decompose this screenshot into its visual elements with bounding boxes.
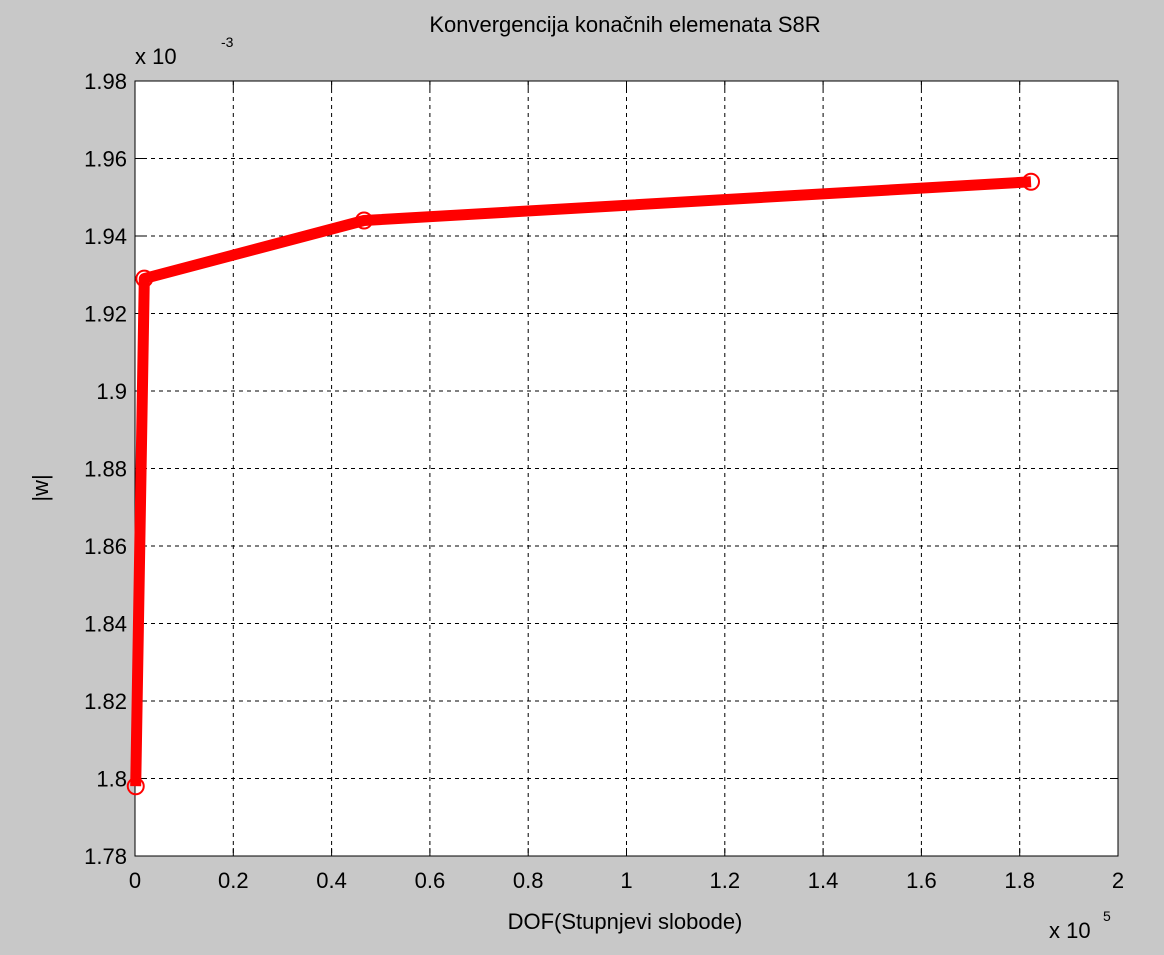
x-tick-label: 0.2 (218, 868, 249, 893)
x-tick-label: 0.8 (513, 868, 544, 893)
y-tick-label: 1.9 (96, 379, 127, 404)
x-tick-label: 1.2 (710, 868, 741, 893)
x-tick-label: 1.8 (1004, 868, 1035, 893)
data-point-marker (126, 777, 145, 796)
x-tick-label: 0.6 (415, 868, 446, 893)
axis-ticks: 0 0.2 0.4 0.6 0.8 1 1.2 1.4 1.6 1.8 21.781.81.821.… (84, 69, 1124, 893)
y-tick-label: 1.82 (84, 689, 127, 714)
y-tick-label: 1.94 (84, 224, 127, 249)
x-multiplier: x 10 5 (1049, 908, 1111, 943)
x-multiplier-label: x 10 (1049, 918, 1091, 943)
series-line (130, 176, 1032, 787)
x-axis-label: DOF(Stupnjevi slobode) (508, 909, 743, 934)
y-tick-label: 1.98 (84, 69, 127, 94)
y-tick-label: 1.92 (84, 302, 127, 327)
chart-title: Konvergencija konačnih elemenata S8R (429, 12, 820, 37)
data-series (126, 172, 1041, 796)
y-multiplier-exponent: -3 (221, 34, 234, 50)
y-tick-label: 1.96 (84, 147, 127, 172)
y-tick-label: 1.8 (96, 767, 127, 792)
y-tick-label: 1.86 (84, 534, 127, 559)
grid-lines (135, 81, 1118, 856)
y-axis-label: |w| (28, 474, 53, 501)
y-multiplier-label: x 10 (135, 44, 177, 69)
y-tick-label: 1.84 (84, 612, 127, 637)
data-point-marker (355, 211, 374, 230)
x-tick-label: 1.4 (808, 868, 839, 893)
x-tick-label: 0 (129, 868, 141, 893)
y-multiplier: x 10 -3 (135, 34, 234, 69)
y-tick-label: 1.88 (84, 457, 127, 482)
x-tick-label: 1 (620, 868, 632, 893)
x-multiplier-exponent: 5 (1103, 908, 1111, 924)
x-tick-label: 0.4 (316, 868, 347, 893)
data-point-marker (1022, 172, 1041, 191)
x-tick-label: 1.6 (906, 868, 937, 893)
data-point-marker (135, 269, 154, 288)
x-tick-label: 2 (1112, 868, 1124, 893)
y-tick-label: 1.78 (84, 844, 127, 869)
